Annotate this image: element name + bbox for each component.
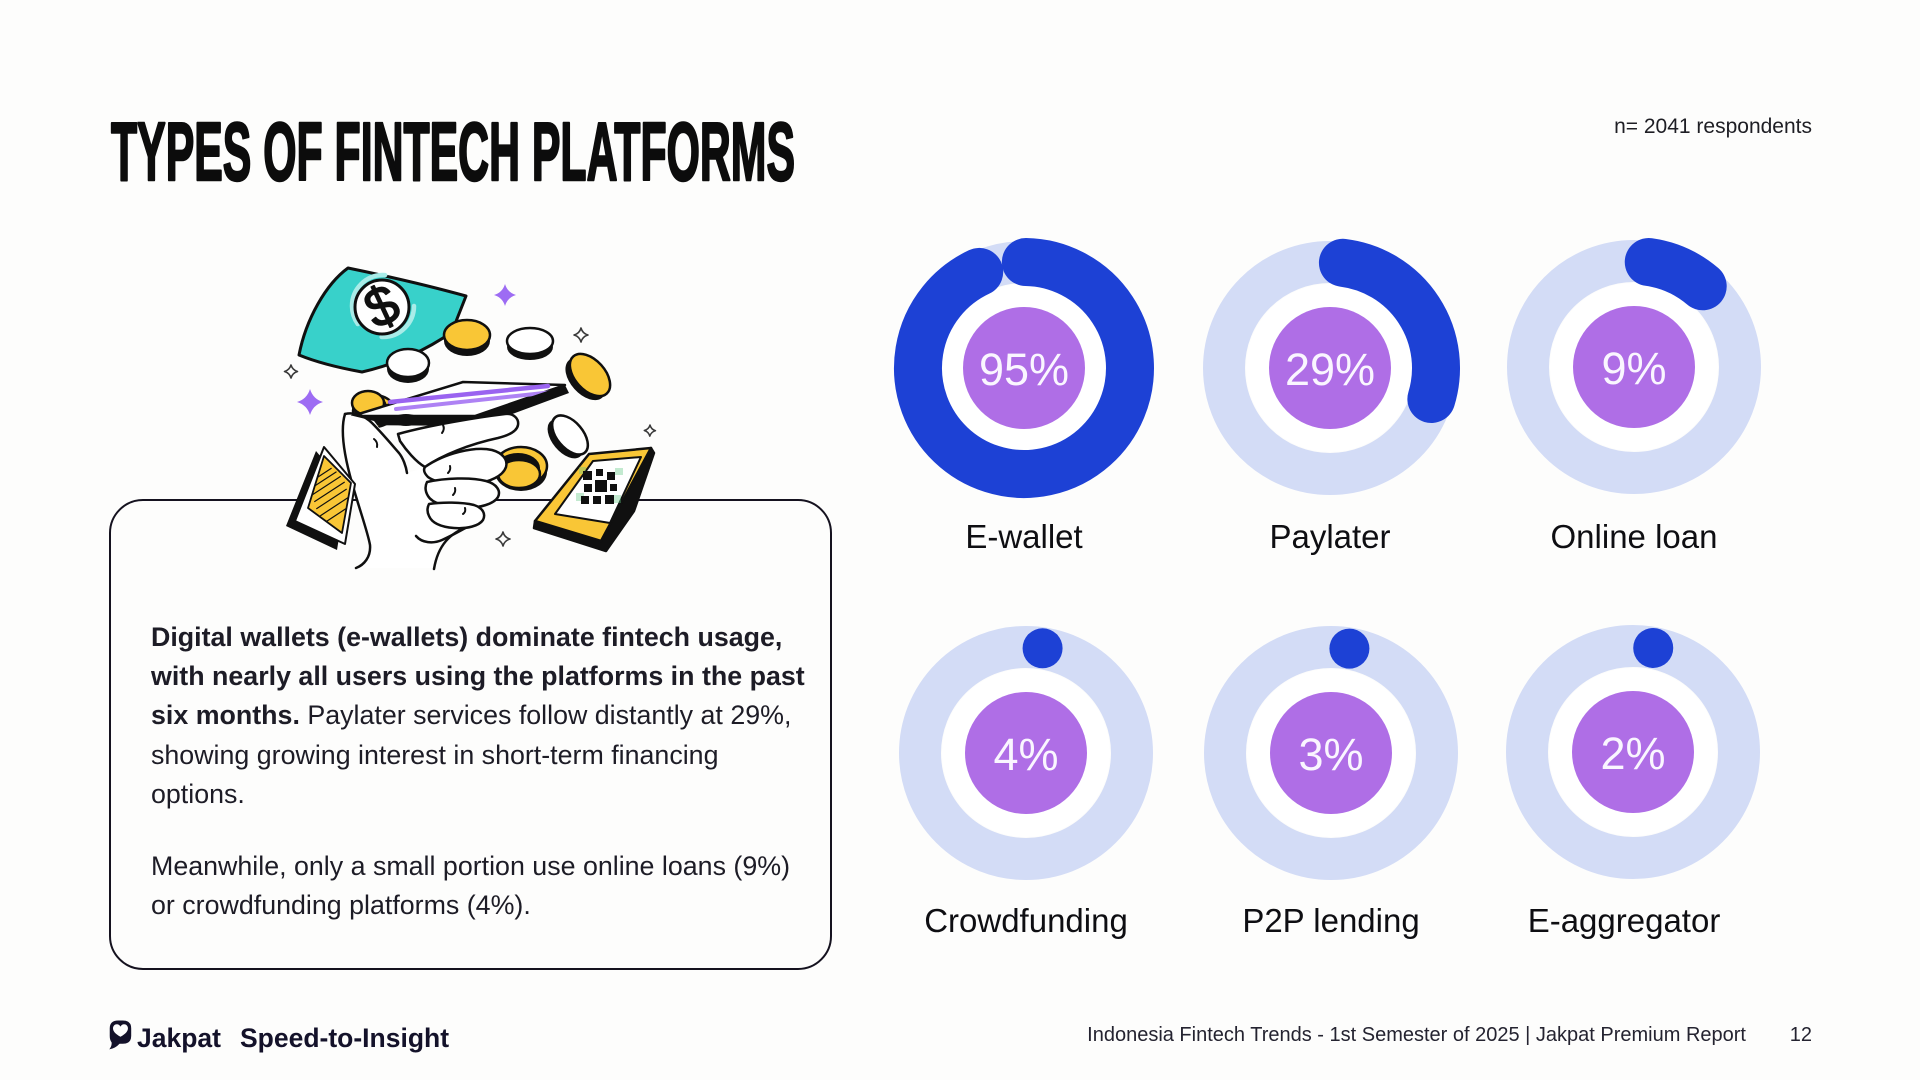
svg-text:29%: 29%: [1285, 344, 1375, 395]
svg-text:3%: 3%: [1298, 729, 1363, 780]
svg-text:4%: 4%: [993, 729, 1058, 780]
svg-text:95%: 95%: [979, 344, 1069, 395]
svg-text:9%: 9%: [1601, 343, 1666, 394]
svg-text:TYPES OF FINTECH PLATFORMS: TYPES OF FINTECH PLATFORMS: [111, 105, 795, 198]
svg-text:2%: 2%: [1600, 728, 1665, 779]
